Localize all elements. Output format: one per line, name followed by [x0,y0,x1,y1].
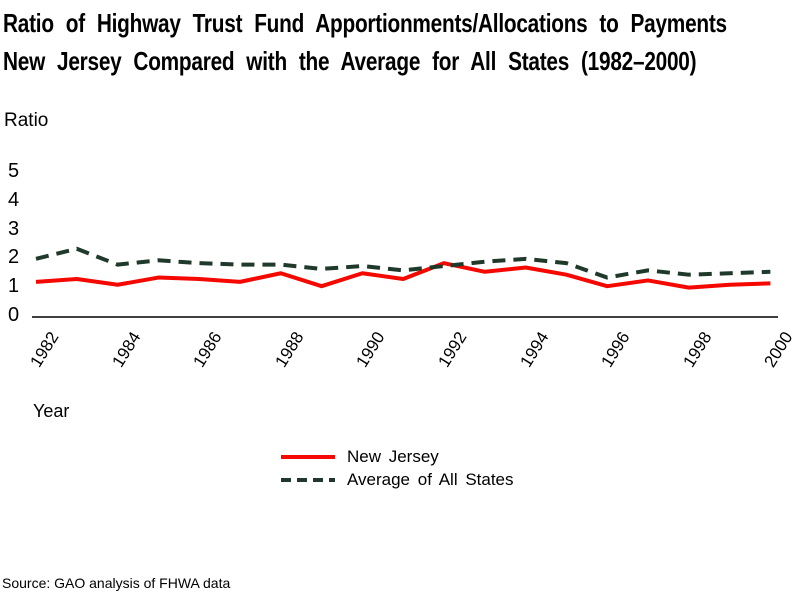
y-tick-label: 2 [8,246,20,269]
y-tick-label: 4 [8,188,20,211]
legend-label-average-all-states: Average of All States [347,469,514,489]
legend-item-new-jersey: New Jersey [280,445,514,468]
dashed-line-swatch-icon [281,477,335,482]
source-note: Source: GAO analysis of FHWA data [2,575,231,591]
line-new-jersey [35,261,771,290]
y-tick-label: 0 [8,304,20,326]
chart-title-line2: New Jersey Compared with the Average for… [3,46,697,76]
y-axis-title: Ratio [4,110,49,131]
y-tick-label: 5 [8,160,20,182]
solid-line-swatch-icon [281,454,335,459]
x-axis-title: Year [33,401,70,421]
y-tick-label: 1 [8,275,20,298]
legend-label-new-jersey: New Jersey [347,446,439,466]
chart-title-line1: Ratio of Highway Trust Fund Apportionmen… [3,8,727,38]
line-average-all-states [35,246,771,280]
legend-item-average-all-states: Average of All States [280,468,514,491]
legend: New Jersey Average of All States [280,445,514,491]
y-tick-label: 3 [8,217,20,240]
